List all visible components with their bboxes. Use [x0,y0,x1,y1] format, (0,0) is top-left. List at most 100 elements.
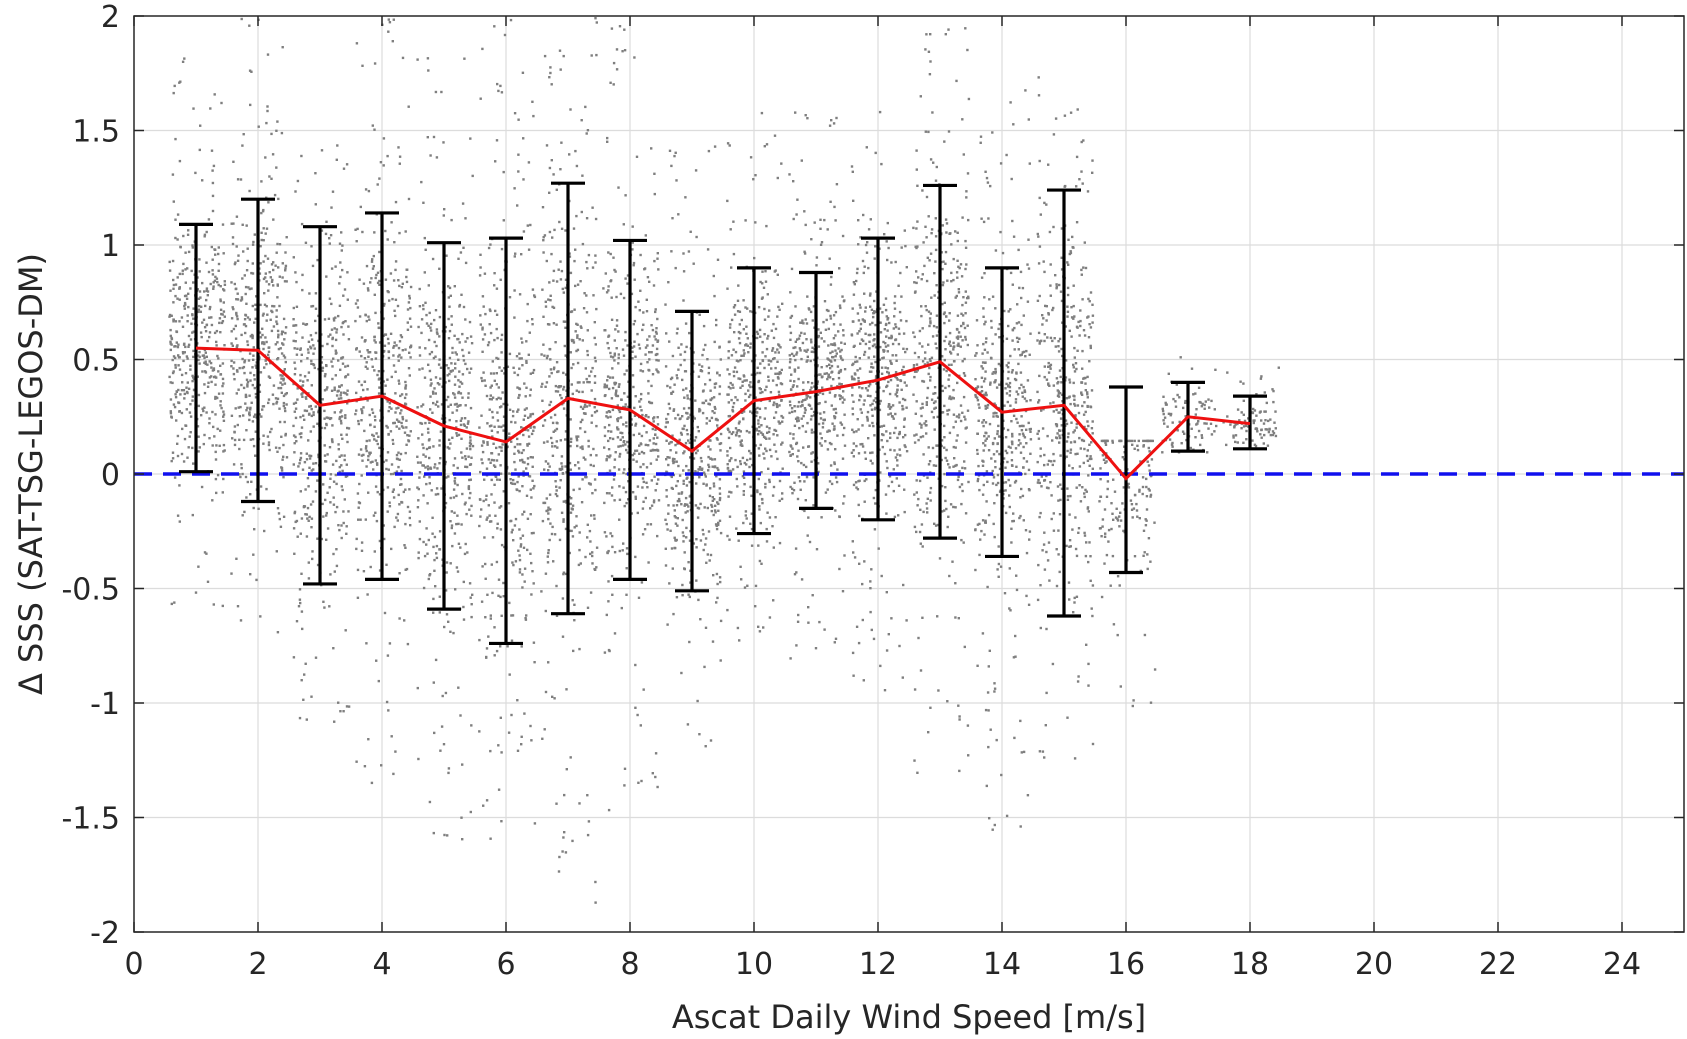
scatter-point [214,253,217,256]
scatter-point [366,367,369,370]
scatter-point [749,522,752,525]
scatter-point [704,537,708,540]
scatter-point [422,540,425,544]
scatter-point [681,531,685,534]
scatter-point [232,327,236,331]
scatter-point [393,471,396,475]
scatter-point [655,353,658,356]
scatter-point [526,548,529,552]
scatter-point [262,312,265,315]
scatter-point [518,568,522,571]
scatter-point [735,370,739,374]
scatter-point [388,299,391,302]
scatter-point [305,409,309,413]
scatter-point [812,504,815,507]
scatter-point [371,433,374,437]
scatter-point [708,559,711,562]
scatter-point [382,524,385,527]
scatter-point [203,361,206,364]
scatter-point [386,654,390,657]
scatter-point [457,686,460,689]
scatter-point [340,433,343,436]
scatter-point [867,266,870,270]
scatter-point [767,363,771,366]
scatter-point [555,584,558,588]
scatter-point [804,223,807,227]
scatter-point [375,273,378,277]
scatter-point [271,393,275,396]
scatter-point [406,642,410,646]
scatter-point [338,282,341,285]
scatter-point [687,406,691,410]
scatter-point [408,516,411,520]
scatter-point [614,381,617,385]
scatter-point [423,236,426,240]
scatter-point [194,591,198,594]
scatter-point [235,557,238,560]
scatter-point [397,279,400,282]
scatter-point [191,246,194,249]
scatter-point [376,271,380,274]
scatter-point [726,534,729,538]
scatter-point [800,578,804,581]
scatter-point [518,571,522,574]
scatter-point [743,586,747,589]
scatter-point [644,353,647,356]
scatter-point [407,197,411,201]
scatter-point [684,511,687,514]
scatter-point [332,503,336,506]
scatter-point [681,594,684,597]
scatter-point [867,356,870,359]
scatter-point [701,411,705,415]
scatter-point [619,292,623,296]
scatter-point [497,453,500,456]
scatter-point [326,491,329,494]
scatter-point [221,392,225,395]
scatter-point [874,377,878,380]
scatter-point [740,578,743,581]
scatter-point [830,384,833,388]
scatter-point [714,523,718,526]
scatter-point [656,534,659,538]
scatter-point [807,606,810,609]
scatter-point [376,463,379,466]
scatter-point [553,366,556,369]
scatter-point [742,476,746,479]
scatter-point [469,491,472,495]
scatter-point [589,482,592,486]
scatter-point [486,343,490,347]
scatter-point [905,319,908,323]
scatter-point [468,463,472,466]
scatter-point [276,242,279,246]
scatter-point [302,698,305,701]
scatter-point [469,810,472,814]
scatter-point [606,416,610,419]
scatter-point [419,461,422,464]
scatter-point [631,350,634,353]
scatter-point [467,392,470,395]
scatter-point [377,679,380,683]
scatter-point [902,365,905,369]
scatter-point [788,325,792,328]
scatter-point [858,367,862,370]
scatter-point [215,491,218,495]
scatter-point [805,397,808,400]
scatter-point [519,537,522,540]
scatter-point [716,466,719,470]
scatter-point [587,482,591,485]
scatter-point [881,357,884,360]
scatter-point [277,386,280,390]
scatter-point [385,563,388,566]
scatter-point [742,490,745,493]
scatter-point [518,558,522,562]
scatter-point [481,565,484,568]
scatter-point [244,292,247,296]
scatter-point [448,379,451,383]
scatter-point [409,430,412,433]
scatter-point [528,331,531,334]
scatter-point [450,218,453,222]
scatter-point [885,240,888,243]
scatter-point [711,499,714,502]
scatter-point [872,637,876,641]
scatter-point [837,330,840,333]
